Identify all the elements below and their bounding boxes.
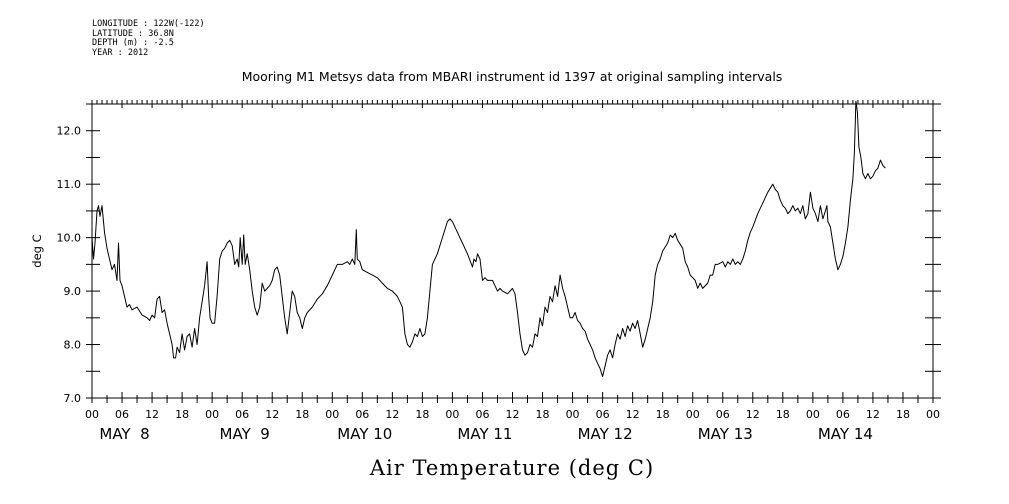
x-day-label: MAY 13 <box>698 425 753 443</box>
x-hour-label: 12 <box>746 408 760 421</box>
x-hour-label: 18 <box>536 408 550 421</box>
x-hour-label: 06 <box>596 408 610 421</box>
y-axis: 7.0 8.0 9.0 10.0 11.0 12.0 <box>57 103 941 405</box>
plot-frame <box>91 103 934 399</box>
x-hour-label: 18 <box>415 408 429 421</box>
x-hour-label: 06 <box>475 408 489 421</box>
x-hour-label: 00 <box>445 408 459 421</box>
x-hour-label: 06 <box>355 408 369 421</box>
metadata-block: LONGITUDE : 122W(-122) LATITUDE : 36.8N … <box>92 19 205 58</box>
x-hour-label: 12 <box>506 408 520 421</box>
air-temperature-series-line <box>91 100 886 378</box>
year-label: YEAR : 2012 <box>92 47 149 58</box>
x-hour-label: 06 <box>716 408 730 421</box>
x-day-label: MAY 10 <box>337 425 392 443</box>
x-hour-label: 12 <box>145 408 159 421</box>
x-hour-label: 12 <box>866 408 880 421</box>
x-day-label: MAY 12 <box>578 425 633 443</box>
y-tick-label: 10.0 <box>57 232 82 245</box>
x-hour-label: 00 <box>686 408 700 421</box>
x-hour-label: 06 <box>836 408 850 421</box>
latitude-label: LATITUDE : 36.8N <box>92 28 174 39</box>
x-day-label: MAY 8 <box>99 425 149 443</box>
series-layer <box>91 100 886 378</box>
x-day-label: MAY 9 <box>220 425 270 443</box>
x-day-label: MAY 14 <box>818 425 873 443</box>
x-hour-label: 18 <box>656 408 670 421</box>
y-tick-label: 7.0 <box>64 392 82 405</box>
y-axis-label: deg C <box>30 234 44 267</box>
x-hour-label: 00 <box>926 408 940 421</box>
y-tick-label: 8.0 <box>64 339 82 352</box>
depth-label: DEPTH (m) : -2.5 <box>92 38 174 48</box>
x-hour-label: 18 <box>175 408 189 421</box>
longitude-label: LONGITUDE : 122W(-122) <box>92 19 205 29</box>
x-hour-label: 06 <box>115 408 129 421</box>
y-tick-label: 11.0 <box>57 178 82 191</box>
x-axis-label: Air Temperature (deg C) <box>369 456 654 480</box>
x-day-label: MAY 11 <box>457 425 512 443</box>
x-hour-label: 12 <box>626 408 640 421</box>
y-tick-label: 12.0 <box>57 125 82 138</box>
x-hour-label: 00 <box>806 408 820 421</box>
x-hour-label: 18 <box>776 408 790 421</box>
chart-title: Mooring M1 Metsys data from MBARI instru… <box>242 69 783 84</box>
x-hour-label: 12 <box>265 408 279 421</box>
x-hour-label: 00 <box>85 408 99 421</box>
x-axis: 00 06 12 18 00 06 12 18 00 06 12 18 00 06 12 18 00 06 12 18… <box>85 100 940 443</box>
x-hour-label: 06 <box>235 408 249 421</box>
x-hour-label: 12 <box>385 408 399 421</box>
x-hour-label: 00 <box>205 408 219 421</box>
x-hour-label: 18 <box>896 408 910 421</box>
x-hour-label: 00 <box>325 408 339 421</box>
y-tick-label: 9.0 <box>64 285 82 298</box>
x-hour-label: 18 <box>295 408 309 421</box>
x-hour-label: 00 <box>566 408 580 421</box>
